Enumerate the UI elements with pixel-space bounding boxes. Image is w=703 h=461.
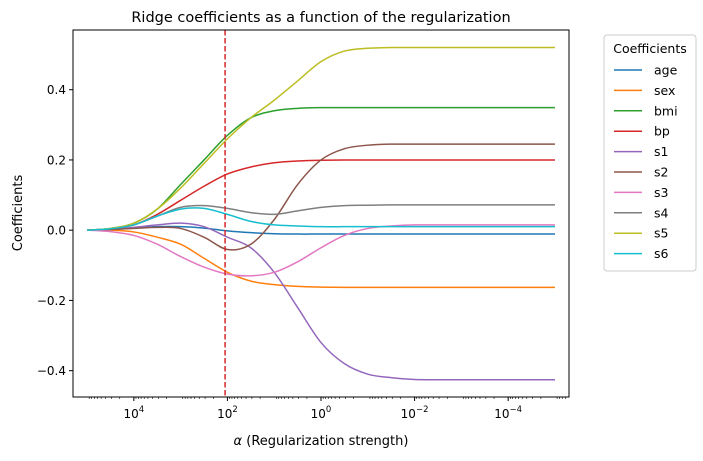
x-tick-label: 10−2 [401,405,429,421]
legend-label-sex: sex [654,83,675,98]
series-line-bmi [86,106,555,231]
y-tick-label: 0.2 [47,153,66,167]
series-line-sex [87,229,555,289]
series-line-s2 [87,143,555,251]
series-line-s5 [86,46,555,231]
series-line-s1 [87,222,555,381]
legend-title: Coefficients [613,41,687,56]
series-line-s3 [86,224,555,277]
legend-label-age: age [654,63,678,78]
legend-label-s6: s6 [654,246,669,261]
y-tick-label: −0.2 [37,294,66,308]
plot-frame [72,29,570,398]
legend-label-bmi: bmi [654,103,678,118]
series-line-s6 [86,207,555,231]
x-tick-label: 100 [311,405,332,421]
legend-label-s2: s2 [654,165,668,180]
x-tick-label: 10−4 [494,405,522,421]
legend-label-s4: s4 [654,205,669,220]
x-tick-label: 104 [123,405,144,421]
y-tick-label: −0.4 [37,364,66,378]
legend-label-bp: bp [654,124,670,139]
x-axis-label: α (Regularization strength) [234,434,409,449]
series-line-bp [86,159,555,231]
legend: Coefficients age sex bmi bp s1 s2 s3 s4 s5 s6 [603,34,697,272]
legend-box [603,34,697,272]
chart-title: Ridge coefficients as a function of the … [131,10,510,26]
y-tick-label: 0.4 [47,83,66,97]
x-tick-label: 102 [217,405,238,421]
legend-label-s1: s1 [654,144,668,159]
legend-label-s3: s3 [654,185,668,200]
legend-label-s5: s5 [654,226,668,241]
y-axis-label: Coefficients [11,175,26,252]
y-tick-label: 0.0 [47,224,66,238]
